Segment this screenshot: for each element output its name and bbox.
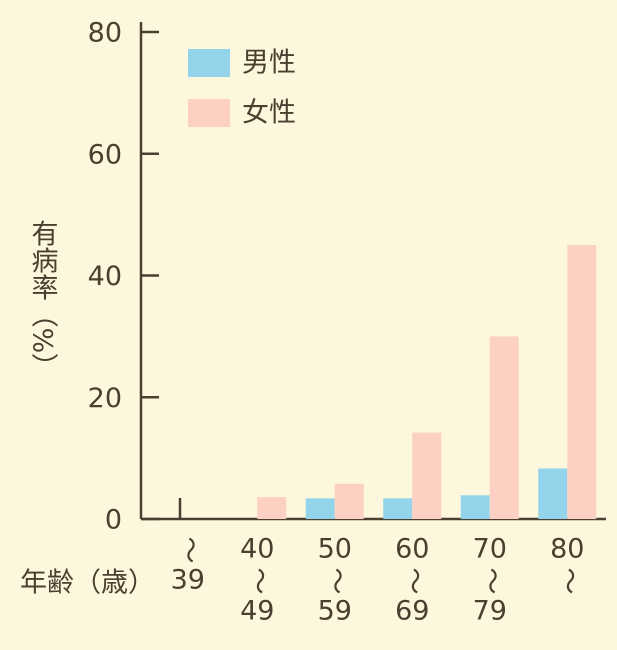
y-tick-label: 80 — [88, 18, 122, 49]
bar — [567, 245, 597, 519]
x-tick-label: 50 — [318, 534, 352, 565]
legend-swatch — [188, 49, 230, 77]
x-tick-label: 80 — [550, 534, 584, 565]
x-tick-label: 60 — [395, 534, 429, 565]
bar — [257, 497, 287, 519]
y-tick-label: 0 — [105, 505, 122, 536]
bar — [460, 495, 490, 519]
y-tick-label: 20 — [88, 383, 122, 414]
legend-label: 男性 — [242, 48, 296, 79]
x-tick-label: 49 — [240, 596, 274, 627]
bar — [334, 483, 364, 519]
y-tick-label: 40 — [88, 261, 122, 292]
x-tick-label: 70 — [473, 534, 507, 565]
bar — [305, 498, 335, 519]
bar — [489, 336, 519, 519]
x-tick-label: 〜 — [553, 568, 584, 595]
legend-label: 女性 — [242, 98, 296, 129]
x-tick-label: 〜 — [173, 537, 204, 564]
x-tick-label: 39 — [171, 565, 205, 596]
x-tick-label: 59 — [318, 596, 352, 627]
bar — [412, 432, 442, 519]
x-tick-label: 〜 — [243, 568, 274, 595]
y-tick-label: 60 — [88, 139, 122, 170]
x-tick-label: 40 — [240, 534, 274, 565]
bar — [538, 468, 568, 519]
x-tick-label: 〜 — [320, 568, 351, 595]
x-axis-label: 年齢（歳） — [20, 568, 155, 599]
x-tick-label: 〜 — [398, 568, 429, 595]
x-tick-label: 79 — [473, 596, 507, 627]
bar — [383, 498, 413, 519]
x-tick-label: 〜 — [475, 568, 506, 595]
legend-swatch — [188, 99, 230, 127]
y-axis-label: 有病率（%） — [27, 219, 59, 380]
x-tick-label: 69 — [395, 596, 429, 627]
